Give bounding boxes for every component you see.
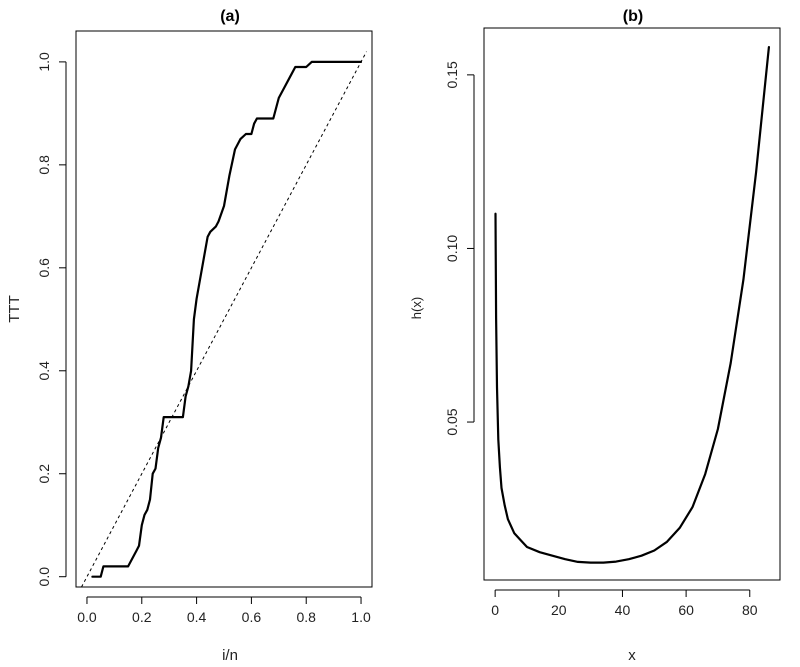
- panel-b-y-label: h(x): [409, 297, 424, 319]
- panel-a-y-tick-label: 0.0: [36, 567, 52, 587]
- panel-b-series: [494, 46, 770, 564]
- panel-a-y-axis: 0.0 0.2 0.4 0.6 0.8 1.0: [36, 52, 67, 587]
- panel-b-x-label: x: [628, 647, 636, 664]
- panel-b: (b) 0 20 40 60 80 0.05 0.10 0.15 x h(x): [409, 8, 781, 664]
- panel-b-plot-frame: [483, 27, 781, 581]
- panel-b-title: (b): [623, 8, 643, 25]
- panel-b-y-tick-label: 0.15: [444, 61, 460, 88]
- panel-b-x-tick-label: 80: [742, 602, 758, 618]
- panel-a-reference-line: [81, 51, 367, 588]
- panel-a-y-label: TTT: [6, 295, 23, 323]
- panel-b-x-tick-label: 60: [678, 602, 694, 618]
- panel-a-x-axis: 0.0 0.2 0.4 0.6 0.8 1.0: [77, 596, 371, 625]
- panel-b-y-tick-label: 0.10: [444, 235, 460, 262]
- panel-a-title: (a): [220, 8, 240, 25]
- panel-a-curve: [91, 60, 363, 578]
- panel-a-x-tick-label: 0.2: [132, 609, 152, 625]
- panel-a-y-tick-label: 0.4: [36, 361, 52, 381]
- panel-b-curve: [494, 46, 770, 564]
- panel-a-y-tick-label: 1.0: [36, 52, 52, 72]
- panel-a-x-label: i/n: [222, 647, 238, 664]
- panel-a-x-tick-label: 0.0: [77, 609, 97, 625]
- panel-a-x-tick-label: 0.4: [187, 609, 207, 625]
- panel-a: (a) 0.0 0.2 0.4 0.6 0.8 1.0 0.0 0.2 0.4 0.6 0.8 1.…: [6, 8, 373, 664]
- panel-a-x-tick-label: 0.6: [242, 609, 262, 625]
- panel-b-x-tick-label: 40: [615, 602, 631, 618]
- panel-a-y-tick-label: 0.6: [36, 258, 52, 278]
- panel-a-series: [81, 51, 367, 588]
- panel-b-y-axis: 0.05 0.10 0.15: [444, 61, 475, 436]
- panel-a-plot-frame: [75, 30, 373, 588]
- panel-a-x-tick-label: 0.8: [296, 609, 316, 625]
- panel-a-x-tick-label: 1.0: [351, 609, 371, 625]
- panel-b-y-tick-label: 0.05: [444, 408, 460, 435]
- panel-b-x-tick-label: 20: [551, 602, 567, 618]
- panel-b-x-axis: 0 20 40 60 80: [491, 589, 758, 618]
- panel-b-x-tick-label: 0: [491, 602, 499, 618]
- panel-a-y-tick-label: 0.2: [36, 464, 52, 484]
- panel-a-y-tick-label: 0.8: [36, 155, 52, 175]
